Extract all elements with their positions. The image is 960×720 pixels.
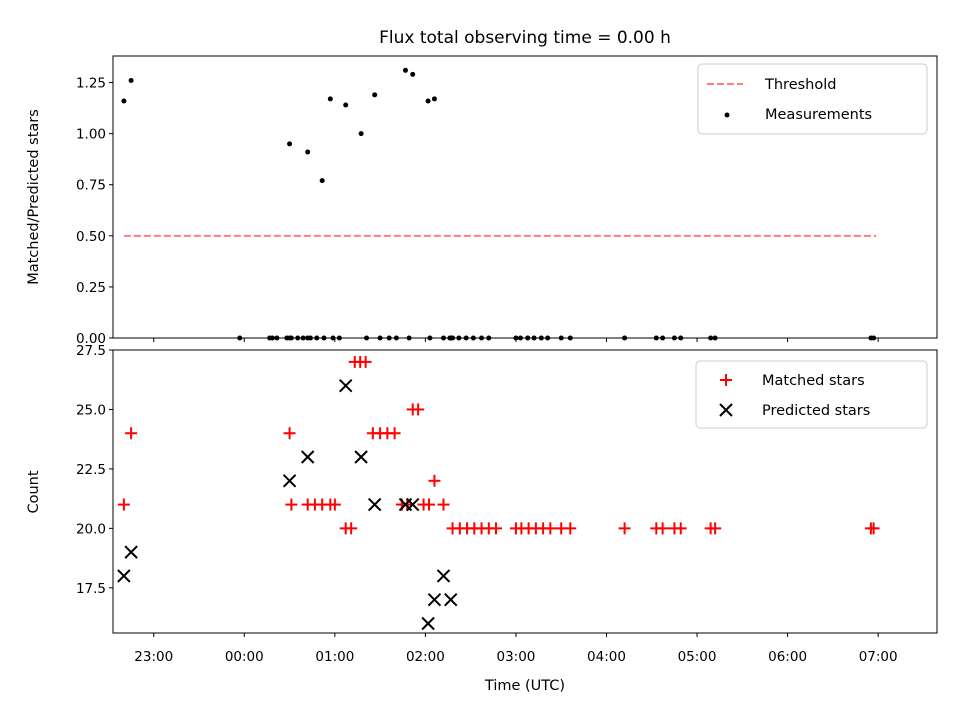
matched-star-marker xyxy=(618,522,631,535)
measurement-point xyxy=(327,96,333,102)
top-y-tick-label: 1.00 xyxy=(76,127,106,143)
predicted-star-marker xyxy=(421,616,435,631)
matched-star-marker xyxy=(285,498,298,511)
predicted-star-marker xyxy=(367,497,382,512)
top-axes: Flux total observing time = 0.00 h 0.000… xyxy=(26,28,938,347)
matched-star-marker xyxy=(359,355,372,368)
predicted-star-marker xyxy=(339,378,353,393)
bottom-x-ticks: 23:00 00:00 01:00 02:00 03:00 04:00 05:00 06:00… xyxy=(134,633,898,665)
bottom-y-axis-label: Count xyxy=(26,470,42,513)
predicted-star-marker xyxy=(300,450,315,464)
legend-threshold-label: Threshold xyxy=(764,77,836,93)
top-y-tick-label: 0.75 xyxy=(76,178,106,194)
measurement-point xyxy=(402,67,408,73)
legend-matched-label: Matched stars xyxy=(762,373,865,389)
legend-predicted-swatch xyxy=(719,403,733,417)
measurement-point xyxy=(343,102,349,108)
top-y-ticks: 0.00 0.25 0.50 0.75 1.00 1.25 xyxy=(76,76,113,347)
x-tick-label: 03:00 xyxy=(496,649,535,665)
bottom-y-tick-label: 20.0 xyxy=(76,521,106,537)
measurement-point xyxy=(358,131,364,137)
top-axes-frame xyxy=(112,55,938,339)
matched-star-marker xyxy=(490,522,503,535)
top-y-tick-label: 0.00 xyxy=(76,331,106,347)
matched-star-marker xyxy=(345,522,358,535)
predicted-star-marker xyxy=(117,569,131,583)
legend-measurements-swatch xyxy=(724,112,730,118)
matched-star-marker xyxy=(437,498,450,511)
measurement-point xyxy=(410,71,416,77)
matched-star-marker xyxy=(428,474,441,487)
x-tick-label: 05:00 xyxy=(678,649,717,665)
top-legend: Threshold Measurements xyxy=(697,63,928,135)
x-tick-label: 23:00 xyxy=(134,649,173,665)
measurement-point xyxy=(305,149,311,155)
predicted-star-marker xyxy=(427,592,442,607)
measurement-point xyxy=(425,98,431,104)
bottom-legend-box xyxy=(695,360,928,429)
matched-star-marker xyxy=(674,522,687,535)
x-tick-label: 07:00 xyxy=(859,649,898,665)
x-tick-label: 04:00 xyxy=(587,649,626,665)
matched-star-marker xyxy=(423,498,436,511)
bottom-axes-frame xyxy=(112,349,938,634)
measurement-point xyxy=(319,178,325,184)
measurement-point xyxy=(128,78,134,84)
bottom-y-tick-label: 22.5 xyxy=(76,462,106,478)
bottom-markers-layer xyxy=(117,355,880,631)
matched-star-marker xyxy=(328,498,341,511)
predicted-star-marker xyxy=(436,569,451,583)
legend-measurements-label: Measurements xyxy=(765,107,872,123)
predicted-star-marker xyxy=(444,592,458,607)
bottom-y-tick-label: 27.5 xyxy=(76,343,106,359)
bottom-y-ticks: 17.5 20.0 22.5 25.0 27.5 xyxy=(76,343,113,597)
x-tick-label: 06:00 xyxy=(768,649,807,665)
measurement-point xyxy=(287,141,293,147)
bottom-axes: 17.5 20.0 22.5 25.0 27.5 23:00 00:00 01:00 02:0… xyxy=(26,343,938,694)
top-y-tick-label: 1.25 xyxy=(76,76,106,92)
bottom-y-tick-label: 17.5 xyxy=(76,581,106,597)
measurement-point xyxy=(121,98,127,104)
matched-star-marker xyxy=(656,522,669,535)
legend-predicted-label: Predicted stars xyxy=(762,403,870,419)
measurement-point xyxy=(431,96,437,102)
top-y-axis-label: Matched/Predicted stars xyxy=(26,109,42,285)
matched-star-marker xyxy=(117,498,130,511)
legend-matched-swatch xyxy=(720,374,732,386)
x-tick-label: 01:00 xyxy=(315,649,354,665)
matched-star-marker xyxy=(412,403,425,416)
matched-star-marker xyxy=(564,522,577,535)
bottom-y-tick-label: 25.0 xyxy=(76,402,106,418)
predicted-star-marker xyxy=(406,497,420,512)
chart-title: Flux total observing time = 0.00 h xyxy=(379,28,671,48)
predicted-star-marker xyxy=(124,545,138,559)
matched-star-marker xyxy=(125,427,138,440)
matched-star-marker xyxy=(401,498,414,511)
matched-star-marker xyxy=(283,427,296,440)
x-tick-label: 02:00 xyxy=(406,649,445,665)
top-y-tick-label: 0.50 xyxy=(76,229,106,245)
measurement-point xyxy=(372,92,378,98)
top-x-ticks xyxy=(153,338,879,342)
bottom-legend: Matched stars Predicted stars xyxy=(695,360,928,429)
top-y-tick-label: 0.25 xyxy=(76,280,106,296)
predicted-star-marker xyxy=(354,450,368,464)
matched-star-marker xyxy=(867,522,880,535)
matched-star-marker xyxy=(388,427,401,440)
matched-star-marker xyxy=(544,522,557,535)
x-axis-label: Time (UTC) xyxy=(484,678,565,694)
predicted-star-marker xyxy=(282,474,297,488)
matched-star-marker xyxy=(709,522,722,535)
top-legend-box xyxy=(697,63,928,135)
x-tick-label: 00:00 xyxy=(225,649,264,665)
